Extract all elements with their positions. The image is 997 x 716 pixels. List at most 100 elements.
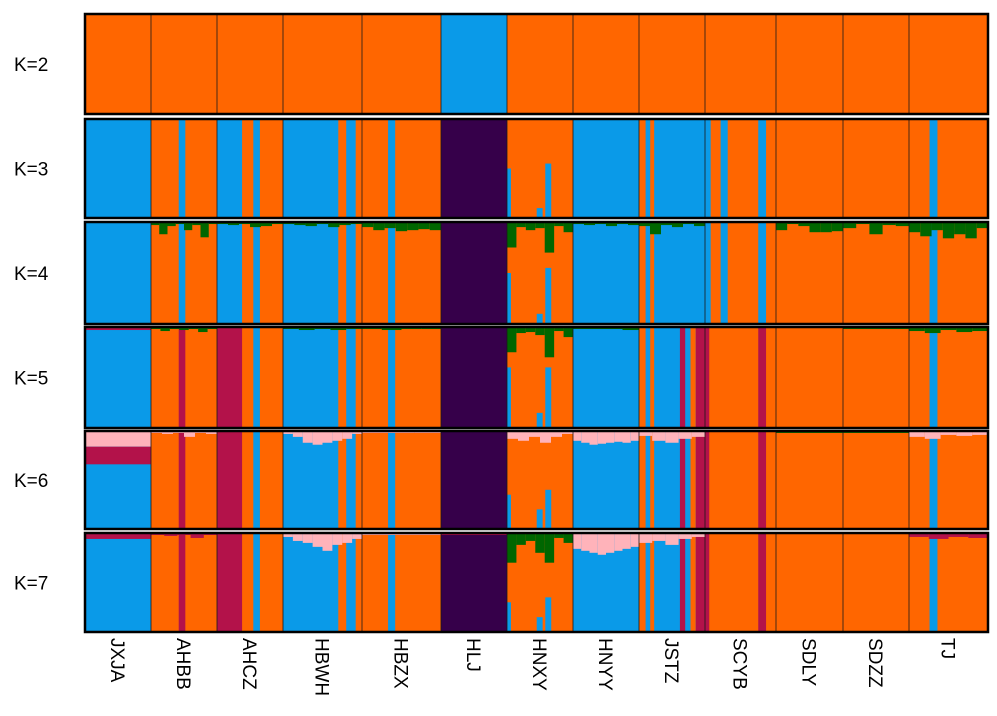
segment-hnyy-base <box>573 327 639 428</box>
segment-sdzz-base <box>843 14 909 114</box>
segment-ahbb-top-3 <box>179 327 189 331</box>
segment-hbwh-base <box>283 222 362 324</box>
segment-ahcz-strip-1 <box>253 222 260 324</box>
population-label: HBZX <box>390 638 411 689</box>
segment-ahcz-strip-1 <box>253 119 260 218</box>
segment-ahbb-top-1 <box>164 533 178 536</box>
segment-sdly-top-3 <box>809 222 821 233</box>
segment-jstz-base <box>639 222 705 324</box>
segment-hnxy-top-0 <box>507 327 517 353</box>
segment-sdly-top-4 <box>820 222 832 233</box>
segment-hbzx-top-2 <box>384 222 396 229</box>
segment-hnxy-strip-1 <box>536 617 543 632</box>
segment-jstz-strip-3 <box>690 431 696 529</box>
segment-jstz-top-3 <box>678 431 692 439</box>
segment-hbwh-base <box>283 119 362 218</box>
segment-hnxy-strip-2 <box>545 597 552 632</box>
segment-hnxy-top-3 <box>535 533 545 553</box>
segment-jxja-base <box>85 14 151 114</box>
segment-jstz-strip-4 <box>695 533 705 632</box>
segment-jstz-top-3 <box>672 222 683 228</box>
segment-hnxy-top-6 <box>563 327 573 338</box>
segment-hbwh-top-7 <box>352 533 362 539</box>
segment-hnyy-top-3 <box>597 431 606 444</box>
segment-tj-top-3 <box>956 327 973 333</box>
segment-hnxy-top-3 <box>535 327 545 336</box>
segment-hbzx-top-1 <box>373 222 385 231</box>
segment-hnyy-top-7 <box>630 431 639 441</box>
segment-hnxy-strip-2 <box>545 163 552 218</box>
segment-hlj-base <box>441 119 507 218</box>
segment-hnxy-top-6 <box>563 222 573 233</box>
k-labels: K=2 K=3 K=4 K=5 K=6 K=7 <box>14 55 49 595</box>
segment-jstz-strip-0 <box>639 119 646 218</box>
segment-hnxy-top-4 <box>544 327 555 358</box>
segment-tj-strip-0 <box>929 222 938 324</box>
segment-hnxy-top-3 <box>540 431 551 443</box>
segment-hnxy-top-1 <box>518 431 529 441</box>
segment-hbwh-top-3 <box>312 533 323 547</box>
segment-sdzz-base <box>843 222 909 324</box>
segment-jstz-strip-2 <box>679 533 686 632</box>
segment-jstz-strip-1 <box>650 119 655 218</box>
segment-sdly-top-5 <box>831 222 843 232</box>
segment-hnyy-top-4 <box>606 431 615 443</box>
segment-sdzz-base <box>843 119 909 218</box>
segment-sdly-base <box>776 431 843 529</box>
segment-tj-base <box>909 533 988 632</box>
segment-scyb-strip-1 <box>720 327 728 428</box>
segment-hbzx-top-4 <box>407 222 419 231</box>
segment-ahbb-base <box>151 14 217 114</box>
segment-hbwh-base <box>283 431 362 529</box>
segment-hnyy-top-6 <box>622 533 631 549</box>
segment-hbwh-top-6 <box>342 431 353 439</box>
segment-scyb-strip-1 <box>720 533 728 632</box>
segment-scyb-strip-0 <box>705 431 710 529</box>
segment-scyb-strip-2 <box>758 327 767 428</box>
segment-ahcz-top-3 <box>250 222 261 228</box>
panel-frame <box>83 325 990 430</box>
population-label: TJ <box>937 638 958 659</box>
segment-sdzz-top-2 <box>869 222 883 235</box>
segment-hnxy-top-5 <box>554 327 564 332</box>
segment-tj-strip-0 <box>929 327 938 428</box>
segment-ahbb-top-5 <box>198 327 208 333</box>
segment-scyb-strip-0 <box>705 222 711 324</box>
segment-sdzz-top-0 <box>843 222 857 229</box>
segment-jstz-strip-1 <box>650 431 655 529</box>
segment-hlj-base <box>441 533 507 632</box>
segment-hbwh-strip-0 <box>338 431 347 529</box>
segment-scyb-strip-0 <box>705 533 710 632</box>
panel-frame <box>83 531 990 634</box>
segment-sdly-base <box>776 533 843 632</box>
segment-hnxy-base <box>507 119 573 218</box>
segment-ahbb-top-3 <box>184 431 195 437</box>
segment-ahbb-strip-0 <box>178 431 186 529</box>
segment-hnyy-top-3 <box>606 222 617 227</box>
segment-hnxy-strip-0 <box>507 367 511 428</box>
segment-hbwh-strip-1 <box>355 119 362 218</box>
k-label: K=5 <box>14 369 48 390</box>
segment-hnxy-top-2 <box>525 222 536 231</box>
segment-hnyy-top-1 <box>581 431 590 443</box>
segment-ahbb-top-2 <box>167 222 176 227</box>
segment-tj-strip-0 <box>929 533 938 632</box>
segment-hbzx-base <box>362 14 441 114</box>
segment-ahbb-strip-0 <box>178 533 186 632</box>
segment-hbwh-top-3 <box>312 431 323 445</box>
segment-hnxy-base <box>507 222 573 324</box>
segment-hnxy-base <box>507 327 573 428</box>
segment-hnxy-top-1 <box>516 533 526 545</box>
segment-tj-top-0 <box>909 327 925 332</box>
k-label: K=3 <box>14 160 48 181</box>
segment-sdly-base <box>776 327 843 428</box>
segment-tj-top-1 <box>924 431 941 439</box>
segment-hnyy-top-2 <box>589 533 598 553</box>
segment-tj-top-4 <box>972 431 988 435</box>
segment-tj-top-2 <box>948 533 969 537</box>
segment-hbwh-top-1 <box>292 431 303 437</box>
segment-jxja-band-0 <box>85 431 151 447</box>
segment-jstz-strip-3 <box>690 327 696 428</box>
segment-jstz-top-4 <box>691 431 705 437</box>
segment-hbwh-strip-0 <box>338 222 347 324</box>
